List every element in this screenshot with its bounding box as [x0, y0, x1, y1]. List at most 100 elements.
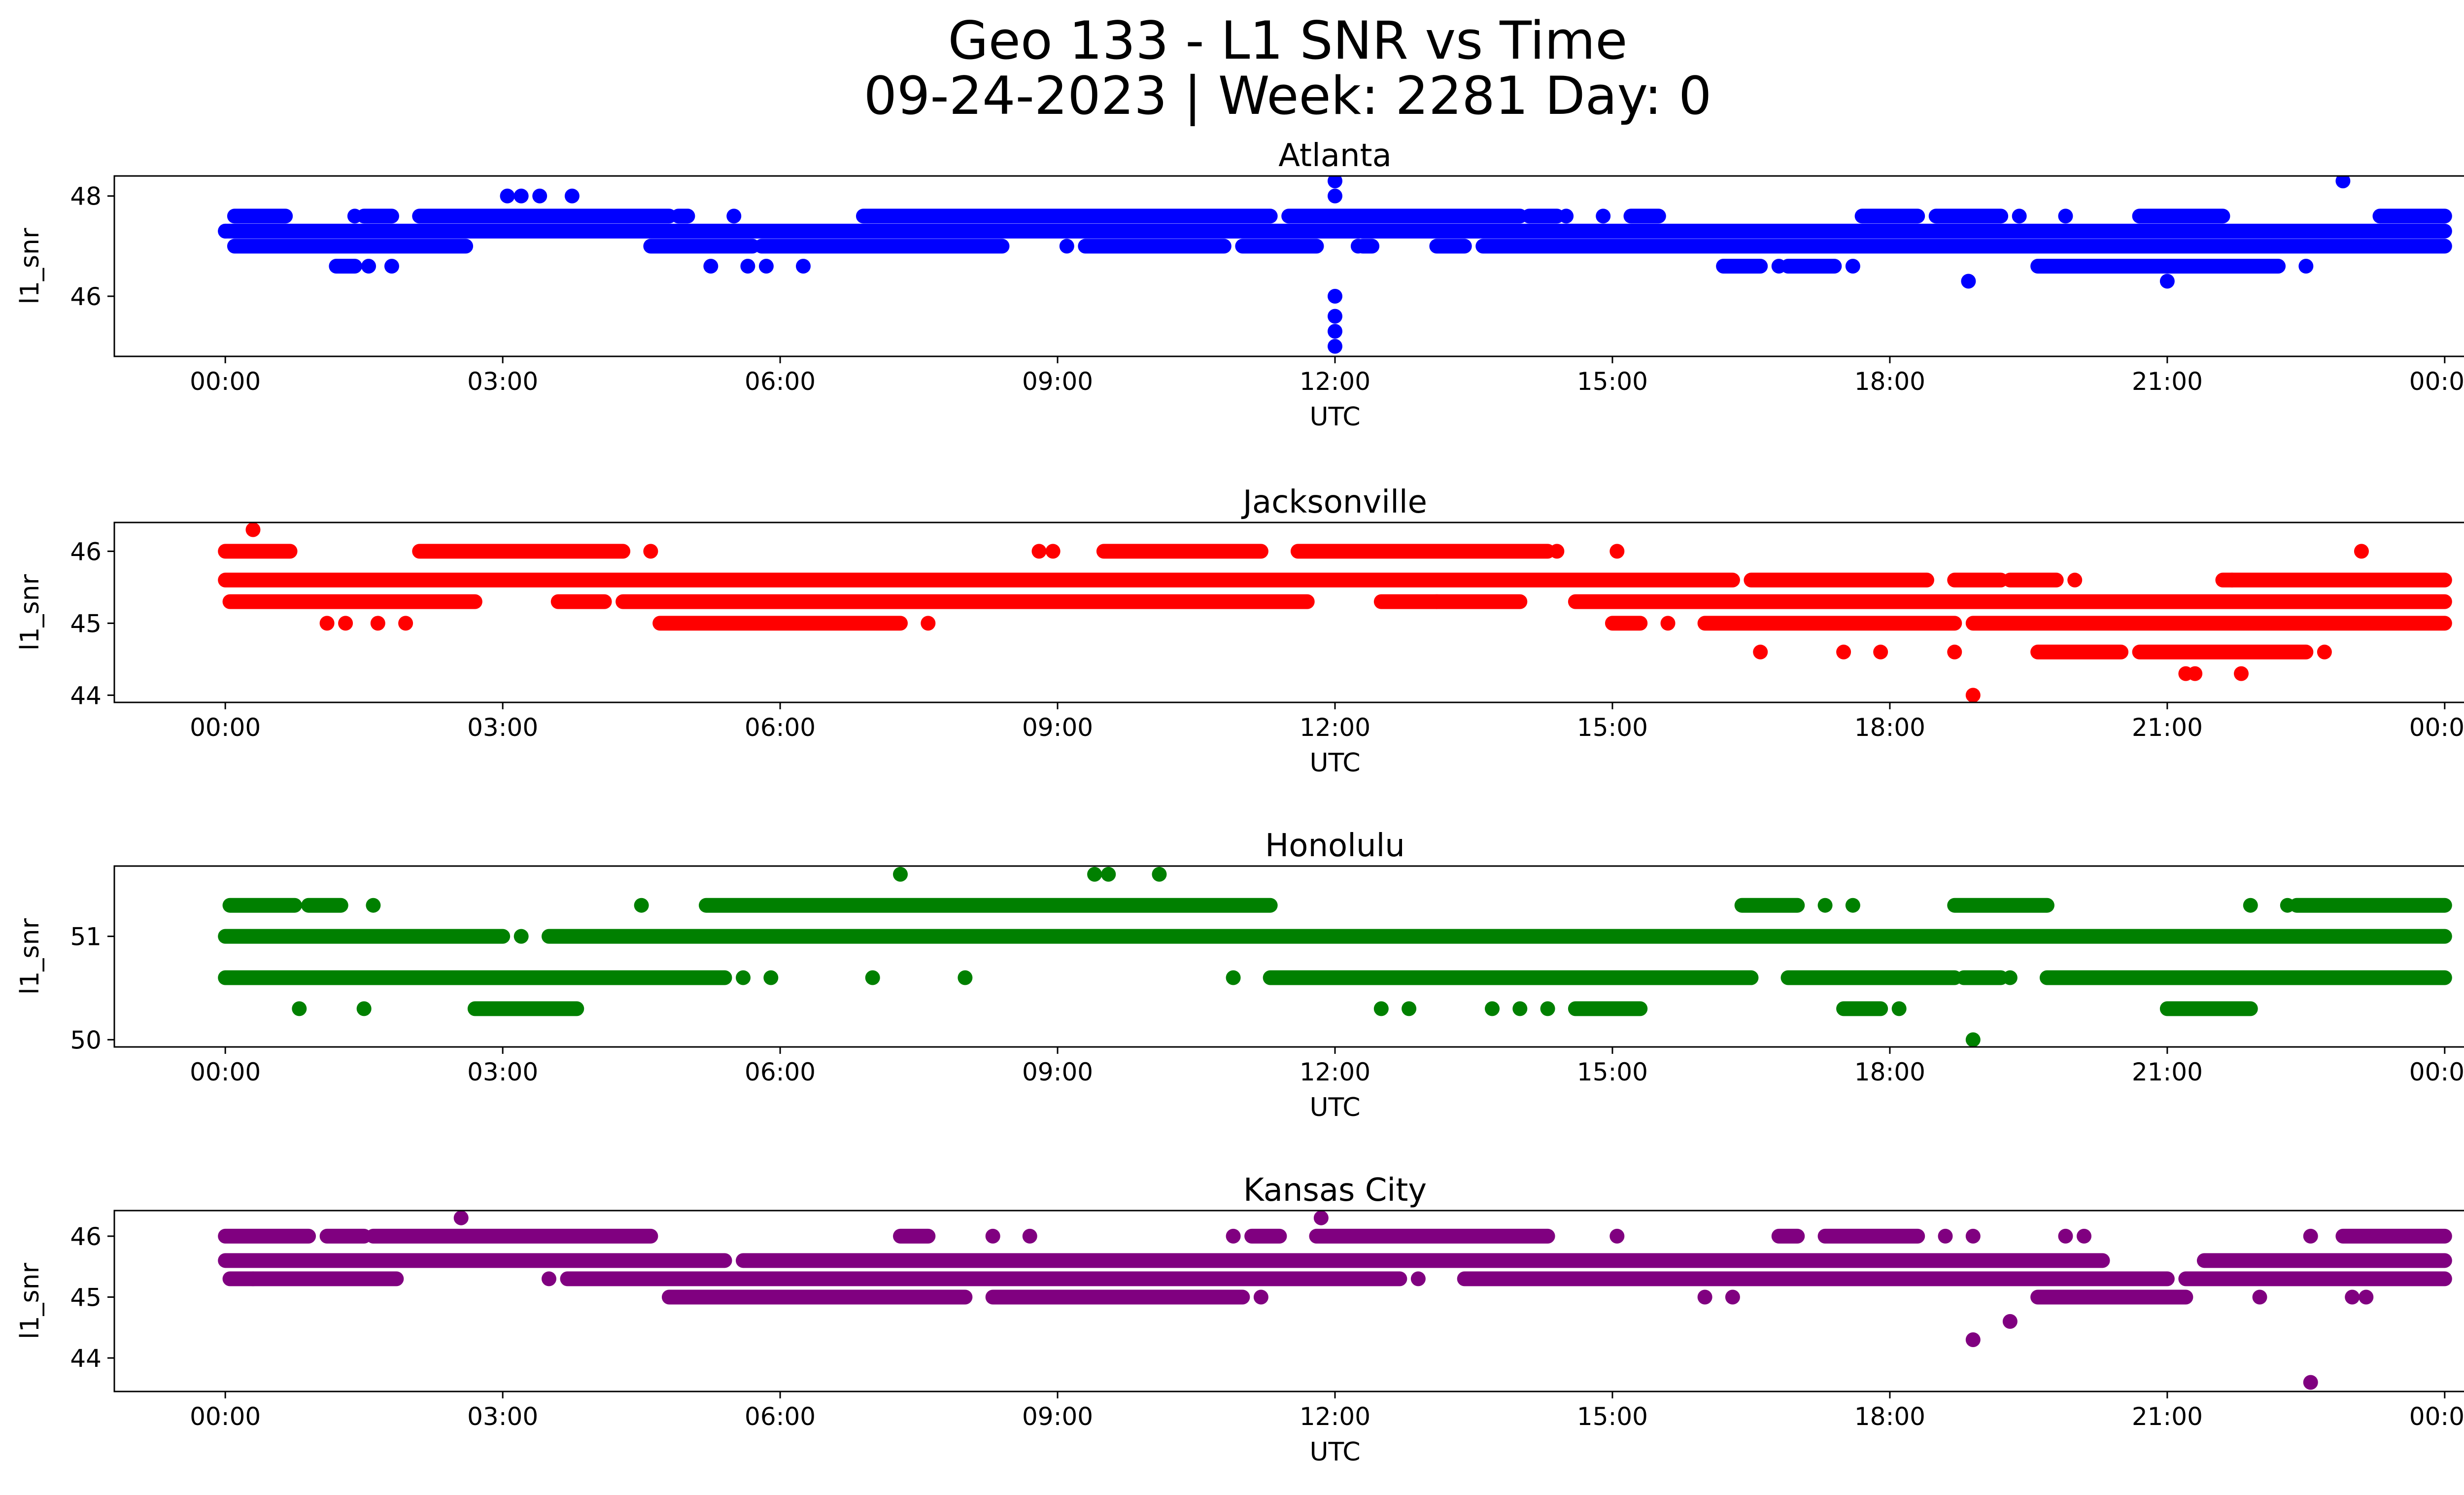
data-point [1328, 176, 1342, 189]
data-point [532, 188, 548, 204]
data-point [758, 259, 774, 274]
x-tick-label: 06:00 [745, 367, 816, 396]
data-point [2345, 1289, 2360, 1305]
x-tick-label: 09:00 [1022, 1058, 1093, 1086]
data-point [1059, 239, 1074, 254]
data-point [1313, 1211, 1329, 1225]
data-marks [218, 176, 2452, 354]
x-axis-label: UTC [1309, 1093, 1360, 1122]
x-tick-label: 15:00 [1577, 1402, 1648, 1431]
data-point [1817, 898, 1833, 913]
data-point [1771, 259, 1786, 274]
data-point [958, 970, 973, 985]
data-point [643, 544, 658, 559]
data-point [1817, 259, 1833, 274]
y-axis-label: l1_snr [15, 918, 45, 995]
data-point [1873, 644, 1888, 660]
data-point [1328, 309, 1342, 324]
data-point [1253, 1289, 1268, 1305]
x-tick-label: 06:00 [745, 713, 816, 742]
data-point [1328, 188, 1342, 204]
axes-frame [113, 865, 2464, 1048]
data-point [2317, 644, 2332, 660]
data-point [513, 929, 529, 944]
data-point [1022, 1228, 1037, 1244]
x-tick-label: 00:00 [190, 713, 261, 742]
data-point [2224, 572, 2240, 588]
y-tick-label: 44 [70, 1344, 102, 1373]
data-point [1965, 688, 1981, 702]
data-point [865, 970, 880, 985]
x-tick-label: 12:00 [1300, 713, 1370, 742]
subplot-honolulu: Honolulu 00:00 03:00 06:00 09:00 12:00 15:00 18… [15, 828, 2464, 1122]
y-tick-label: 50 [70, 1026, 102, 1054]
data-marks [218, 522, 2452, 702]
data-point [1753, 644, 1768, 660]
data-point [1609, 1228, 1625, 1244]
data-point [398, 616, 413, 631]
data-point [2354, 544, 2369, 559]
y-tick-label: 45 [70, 609, 102, 638]
subplot-kansas-city: Kansas City 00:00 03:00 06:00 09:00 12:00 15:0… [15, 1172, 2464, 1467]
data-point [902, 1289, 917, 1305]
data-point [2280, 898, 2295, 913]
data-point [2058, 209, 2073, 224]
x-tick-label: 03:00 [467, 1402, 538, 1431]
data-point [2335, 176, 2351, 189]
data-point [726, 209, 742, 224]
x-tick-label: 06:00 [745, 1058, 816, 1086]
data-point [2067, 572, 2083, 588]
x-tick-label: 12:00 [1300, 367, 1370, 396]
x-tick-label: 00:00 [2409, 1058, 2464, 1086]
data-point [356, 1001, 372, 1016]
x-tick-label: 00:00 [2409, 1402, 2464, 1431]
data-point [2243, 898, 2258, 913]
data-point [1697, 1289, 1712, 1305]
data-marks [218, 1211, 2452, 1390]
data-point [1891, 1001, 1907, 1016]
data-point [1660, 616, 1676, 631]
data-point [2303, 1375, 2318, 1390]
data-point [564, 188, 580, 204]
data-point [634, 898, 649, 913]
data-point [1512, 1001, 1528, 1016]
subplot-jacksonville: Jacksonville 00:00 03:00 06:00 09:00 12:00 15:… [15, 484, 2464, 778]
subplot-title: Atlanta [1278, 138, 1392, 174]
data-point [1965, 1032, 1981, 1047]
figure-subtitle: 09-24-2023 | Week: 2281 Day: 0 [863, 66, 1712, 126]
x-tick-label: 03:00 [467, 713, 538, 742]
data-point [2159, 274, 2175, 289]
data-point [1540, 1001, 1555, 1016]
y-tick-label: 46 [70, 537, 102, 566]
x-tick-label: 09:00 [1022, 367, 1093, 396]
data-point [2012, 209, 2027, 224]
data-point [453, 1211, 469, 1225]
data-point [1596, 209, 1611, 224]
x-tick-label: 18:00 [1854, 1058, 1925, 1086]
data-point [2002, 1314, 2018, 1329]
data-point [245, 522, 261, 537]
data-point [1101, 867, 1116, 882]
x-tick-label: 12:00 [1300, 1402, 1370, 1431]
data-point [2233, 666, 2249, 681]
data-point [1410, 1271, 1426, 1286]
data-point [740, 259, 755, 274]
x-tick-label: 03:00 [467, 367, 538, 396]
x-tick-label: 21:00 [2132, 713, 2203, 742]
x-tick-label: 00:00 [190, 1058, 261, 1086]
data-point [736, 970, 751, 985]
data-point [703, 259, 719, 274]
data-point [347, 209, 362, 224]
y-axis-label: l1_snr [15, 574, 45, 651]
data-point [370, 616, 385, 631]
subplot-atlanta: Atlanta 00:00 03:00 06:00 09:00 12:00 15:00 18:… [15, 138, 2464, 432]
data-point [513, 188, 529, 204]
x-tick-label: 21:00 [2132, 367, 2203, 396]
x-tick-label: 15:00 [1577, 713, 1648, 742]
data-point [1328, 339, 1342, 354]
x-tick-label: 18:00 [1854, 367, 1925, 396]
data-point [338, 616, 353, 631]
y-tick-label: 46 [70, 282, 102, 311]
data-point [218, 223, 233, 239]
